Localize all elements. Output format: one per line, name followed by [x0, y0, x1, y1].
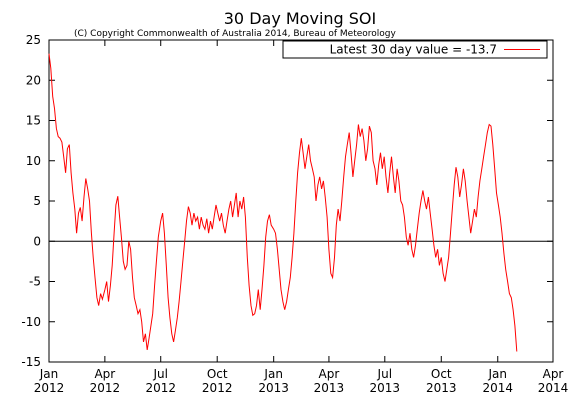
x-tick-label-month: Jan	[39, 367, 59, 381]
x-tick-label-month: Apr	[319, 367, 340, 381]
x-tick-label-year: 2013	[370, 381, 401, 395]
x-tick-label-year: 2012	[145, 381, 176, 395]
x-tick-label-year: 2014	[482, 381, 513, 395]
x-tick-label-year: 2013	[314, 381, 345, 395]
x-tick-label-month: Jan	[263, 367, 283, 381]
x-tick-label-year: 2012	[34, 381, 65, 395]
x-tick-label-year: 2013	[426, 381, 457, 395]
x-axis: Jan2012Apr2012Jul2012Oct2012Jan2013Apr20…	[34, 40, 569, 395]
y-axis: -15 -10 -5 0 5 10 15 20 25	[21, 33, 553, 369]
y-tick-label: 25	[26, 33, 41, 47]
legend: Latest 30 day value = -13.7	[282, 40, 548, 59]
chart-subtitle: (C) Copyright Commonwealth of Australia …	[74, 29, 397, 39]
legend-box	[282, 40, 548, 59]
x-tick-label-month: Jul	[377, 367, 392, 381]
y-tick-label: 10	[26, 154, 41, 168]
y-tick-label: 0	[33, 234, 41, 248]
x-tick-label-month: Apr	[543, 367, 564, 381]
y-tick-label: 20	[26, 73, 41, 87]
x-tick-label-month: Jan	[488, 367, 508, 381]
y-tick-label: -10	[21, 315, 41, 329]
x-tick-label-month: Oct	[207, 367, 228, 381]
y-tick-label: -15	[21, 355, 41, 369]
y-tick-label: 5	[33, 194, 41, 208]
x-tick-label-year: 2012	[202, 381, 233, 395]
x-tick-label-year: 2013	[258, 381, 289, 395]
y-tick-label: -5	[29, 275, 41, 289]
x-tick-label-year: 2012	[90, 381, 121, 395]
x-tick-label-year: 2014	[538, 381, 569, 395]
chart-title: 30 Day Moving SOI	[224, 9, 376, 28]
series-line-soi	[48, 53, 518, 352]
y-tick-label: 15	[26, 114, 41, 128]
legend-entry-label: Latest 30 day value = -13.7	[330, 43, 497, 57]
x-tick-label-month: Jul	[152, 367, 167, 381]
x-tick-label-month: Apr	[94, 367, 115, 381]
x-tick-label-month: Oct	[431, 367, 452, 381]
